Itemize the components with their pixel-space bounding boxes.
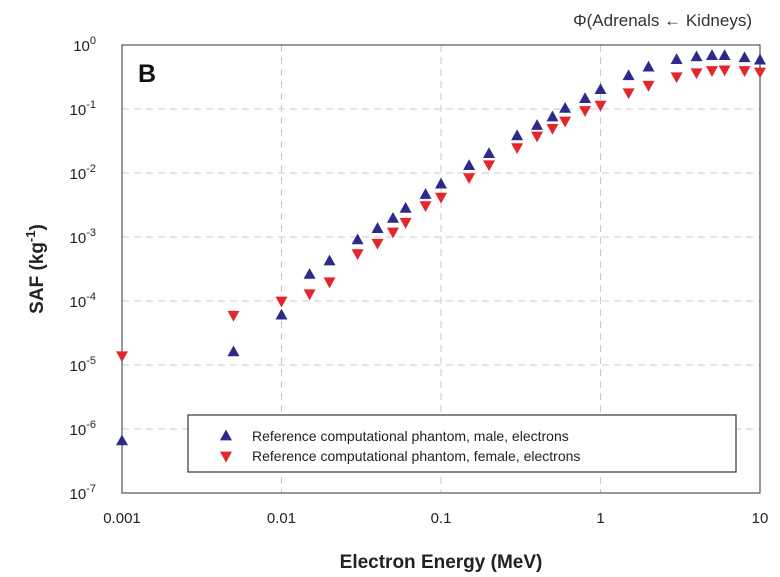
male-data-point (483, 147, 496, 159)
female-data-point (386, 227, 399, 239)
male-data-point (275, 308, 288, 320)
male-data-point (670, 53, 683, 64)
y-axis-title-end: ) (27, 224, 48, 230)
y-axis-title: SAF (kg-1) (23, 224, 48, 314)
legend-box (187, 414, 737, 473)
male-data-point (323, 254, 336, 266)
x-tick-label: 10 (752, 510, 769, 527)
female-data-point (463, 173, 476, 184)
y-tick-label: 10-1 (70, 99, 96, 119)
y-tick-label: 10-3 (70, 227, 96, 247)
male-data-point (303, 267, 316, 279)
y-tick-label: 10-4 (70, 291, 96, 311)
female-data-point (670, 72, 683, 84)
male-data-point (371, 222, 384, 233)
y-tick-label: 10-7 (70, 483, 96, 503)
female-data-point (227, 310, 240, 322)
legend-marker-female (220, 451, 232, 463)
x-tick-label: 0.001 (103, 510, 141, 527)
y-tick-label: 10-5 (70, 355, 96, 375)
female-data-point (559, 116, 572, 128)
female-data-point (275, 296, 288, 308)
male-data-point (642, 60, 655, 72)
y-tick-label: 10-2 (70, 163, 96, 183)
female-data-point (351, 249, 364, 261)
female-data-point (718, 65, 731, 77)
female-data-point (546, 123, 559, 135)
male-data-point (386, 211, 399, 223)
female-data-point (594, 100, 607, 112)
axis-ticks: 0.001 0.01 0.1 1 10 100 10-1 10-2 10-3 10-4 10-5 10… (70, 35, 769, 527)
female-data-point (371, 238, 384, 250)
female-data-point (435, 192, 447, 204)
female-data-point (399, 217, 412, 229)
male-data-point (754, 53, 766, 65)
female-data-point (116, 351, 128, 363)
male-data-point (690, 50, 703, 62)
female-data-point (690, 68, 703, 80)
female-data-point (738, 66, 751, 77)
male-data-point (463, 159, 476, 171)
x-axis-title: Electron Energy (MeV) (340, 552, 543, 573)
female-data-point (754, 67, 766, 79)
x-tick-label: 1 (596, 510, 604, 527)
male-data-point (351, 233, 364, 245)
female-data-point (483, 160, 496, 172)
y-tick-label: 10-6 (70, 419, 96, 439)
female-data-point (511, 143, 524, 155)
male-data-point (531, 119, 544, 130)
male-data-point (227, 345, 240, 357)
y-axis-title-main: SAF (kg (27, 242, 48, 314)
legend-entry-female: Reference computational phantom, female,… (252, 448, 580, 464)
female-data-point (531, 131, 544, 143)
legend-entry-male: Reference computational phantom, male, e… (252, 428, 569, 444)
x-tick-label: 0.01 (267, 510, 296, 527)
male-data-point (511, 129, 524, 141)
chart-title: Φ(Adrenals ← Kidneys) (573, 11, 752, 30)
panel-label: B (138, 60, 156, 88)
female-data-point (303, 289, 316, 301)
plot-frame (121, 44, 761, 494)
female-data-point (323, 277, 336, 289)
male-data-point (546, 110, 559, 122)
male-data-point (594, 83, 607, 95)
male-data-point (705, 49, 718, 61)
male-data-point (718, 49, 731, 61)
female-data-point (642, 80, 655, 92)
legend: Reference computational phantom, male, e… (187, 414, 737, 473)
y-tick-label: 100 (73, 35, 96, 55)
male-data-point (559, 101, 572, 113)
female-data-point (705, 66, 718, 77)
male-data-point (116, 434, 128, 446)
male-data-point (435, 177, 447, 189)
female-data-point (419, 201, 432, 213)
female-data-point (579, 106, 592, 117)
male-data-point (622, 69, 635, 81)
data-points (116, 49, 766, 446)
female-data-point (622, 88, 635, 100)
male-data-point (399, 201, 412, 213)
male-data-point (579, 92, 592, 103)
male-data-point (738, 51, 751, 63)
y-axis-title-superscript: -1 (23, 230, 38, 242)
male-data-point (419, 188, 432, 199)
legend-marker-male (220, 429, 232, 441)
x-tick-label: 0.1 (431, 510, 452, 527)
